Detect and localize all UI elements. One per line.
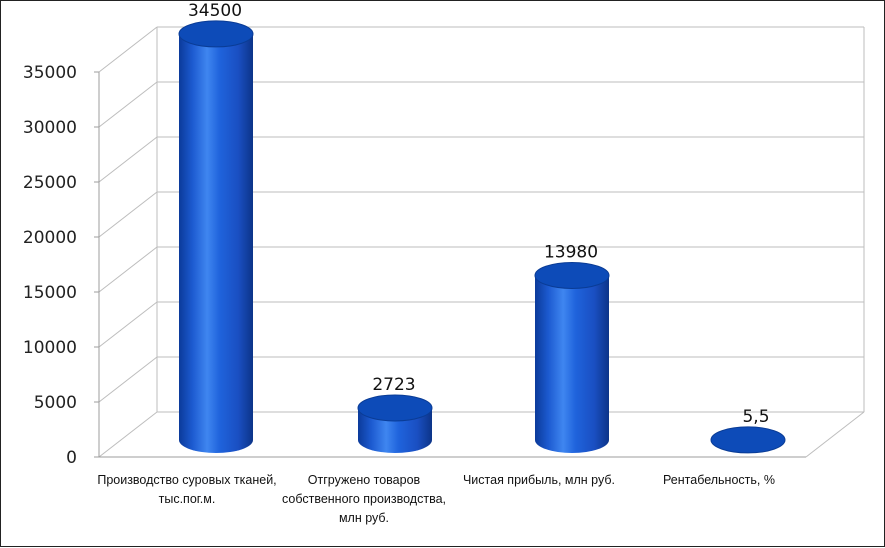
bar-top xyxy=(178,20,254,48)
y-tick-label: 0 xyxy=(66,448,77,468)
side-grid-line xyxy=(98,81,158,128)
side-grid-line xyxy=(98,411,158,458)
y-tick-label: 15000 xyxy=(23,283,77,303)
side-grid-line xyxy=(98,246,158,293)
y-tick-label: 20000 xyxy=(23,228,77,248)
y-tick-label: 5000 xyxy=(34,393,77,413)
bar-body xyxy=(179,33,253,454)
data-label-2: 2723 xyxy=(372,375,415,395)
floor-edge xyxy=(805,411,865,458)
side-grid-line xyxy=(98,191,158,238)
category-label-1: Производство суровых тканей, тыс.пог.м. xyxy=(97,473,277,506)
side-grid-line xyxy=(98,26,158,73)
category-label-4: Рентабельность, % xyxy=(663,473,775,487)
y-tick-label: 25000 xyxy=(23,173,77,193)
data-label-3: 13980 xyxy=(544,242,598,262)
side-grid-line xyxy=(98,301,158,348)
category-label-2: Отгружено товаров собственного производс… xyxy=(281,473,446,525)
bar-1 xyxy=(178,20,254,454)
bar-2 xyxy=(357,394,433,453)
data-label-1: 34500 xyxy=(188,1,242,21)
bar-4 xyxy=(710,426,786,454)
bar-top xyxy=(534,261,610,289)
y-tick-label: 30000 xyxy=(23,118,77,138)
category-label-3: Чистая прибыль, млн руб. xyxy=(462,473,616,487)
bar-3 xyxy=(534,261,610,453)
bar-top xyxy=(357,394,433,422)
side-grid-line xyxy=(98,136,158,183)
bar-top xyxy=(710,426,786,454)
data-label-4: 5,5 xyxy=(742,407,769,427)
bar-body xyxy=(535,275,609,453)
side-grid-line xyxy=(98,356,158,403)
y-tick-label: 35000 xyxy=(23,63,77,83)
y-tick-label: 10000 xyxy=(23,338,77,358)
